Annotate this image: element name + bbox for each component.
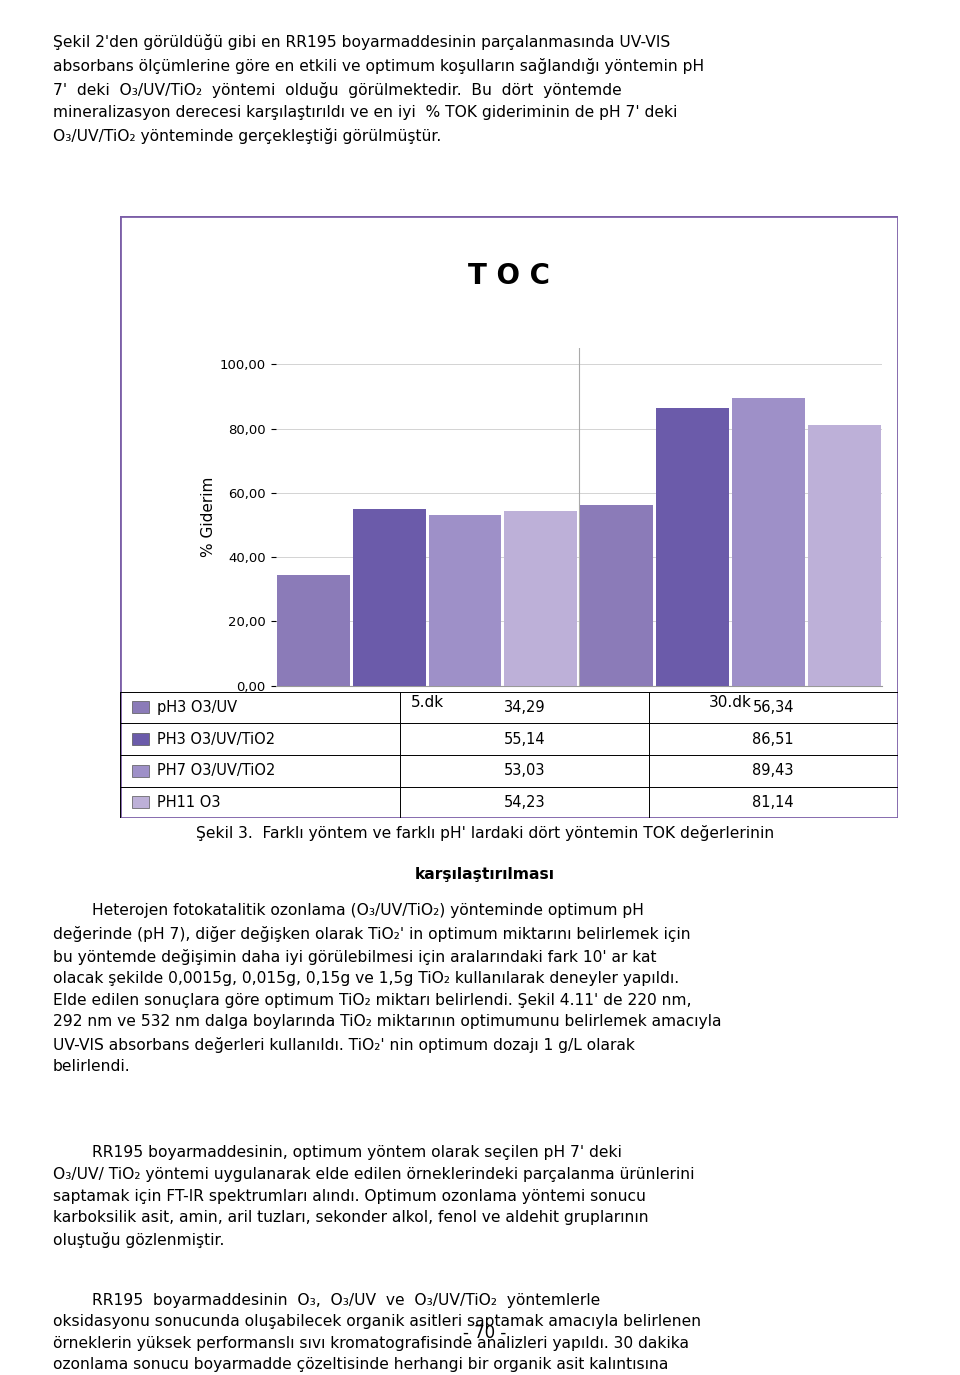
Text: Heterojen fotokatalitik ozonlama (O₃/UV/TiO₂) yönteminde optimum pH
değerinde (p: Heterojen fotokatalitik ozonlama (O₃/UV/… bbox=[53, 903, 721, 1074]
Text: PH3 O3/UV/TiO2: PH3 O3/UV/TiO2 bbox=[156, 732, 275, 747]
Text: RR195  boyarmaddesinin  O₃,  O₃/UV  ve  O₃/UV/TiO₂  yöntemlerle
oksidasyonu sonu: RR195 boyarmaddesinin O₃, O₃/UV ve O₃/UV… bbox=[53, 1292, 701, 1375]
Bar bbox=[132, 733, 149, 745]
Text: Şekil 3.  Farklı yöntem ve farklı pH' lardaki dört yöntemin TOK değerlerinin: Şekil 3. Farklı yöntem ve farklı pH' lar… bbox=[196, 825, 774, 842]
Bar bbox=[732, 399, 804, 686]
Bar bbox=[505, 512, 577, 686]
Text: 56,34: 56,34 bbox=[753, 700, 794, 715]
Y-axis label: % Giderim: % Giderim bbox=[201, 477, 215, 557]
Bar bbox=[656, 408, 729, 686]
Text: 53,03: 53,03 bbox=[504, 763, 545, 778]
Text: T O C: T O C bbox=[468, 261, 550, 290]
Text: 89,43: 89,43 bbox=[753, 763, 794, 778]
Text: - 70 -: - 70 - bbox=[463, 1324, 507, 1342]
Text: 86,51: 86,51 bbox=[753, 732, 794, 747]
Bar bbox=[132, 796, 149, 808]
FancyBboxPatch shape bbox=[120, 216, 898, 818]
Text: 54,23: 54,23 bbox=[504, 795, 545, 810]
Text: PH11 O3: PH11 O3 bbox=[156, 795, 220, 810]
Bar bbox=[580, 505, 653, 686]
Text: karşılaştırılması: karşılaştırılması bbox=[415, 868, 555, 883]
Text: pH3 O3/UV: pH3 O3/UV bbox=[156, 700, 237, 715]
Bar bbox=[353, 509, 425, 686]
Bar bbox=[132, 701, 149, 714]
Bar bbox=[132, 765, 149, 777]
Text: 81,14: 81,14 bbox=[753, 795, 794, 810]
Text: PH7 O3/UV/TiO2: PH7 O3/UV/TiO2 bbox=[156, 763, 275, 778]
Text: 34,29: 34,29 bbox=[504, 700, 545, 715]
Text: 55,14: 55,14 bbox=[504, 732, 545, 747]
Text: RR195 boyarmaddesinin, optimum yöntem olarak seçilen pH 7' deki
O₃/UV/ TiO₂ yönt: RR195 boyarmaddesinin, optimum yöntem ol… bbox=[53, 1145, 694, 1248]
Text: Şekil 2'den görüldüğü gibi en RR195 boyarmaddesinin parçalanmasında UV-VIS
absor: Şekil 2'den görüldüğü gibi en RR195 boya… bbox=[53, 34, 704, 144]
Bar bbox=[429, 516, 501, 686]
Bar bbox=[277, 576, 349, 686]
Bar bbox=[807, 425, 880, 686]
